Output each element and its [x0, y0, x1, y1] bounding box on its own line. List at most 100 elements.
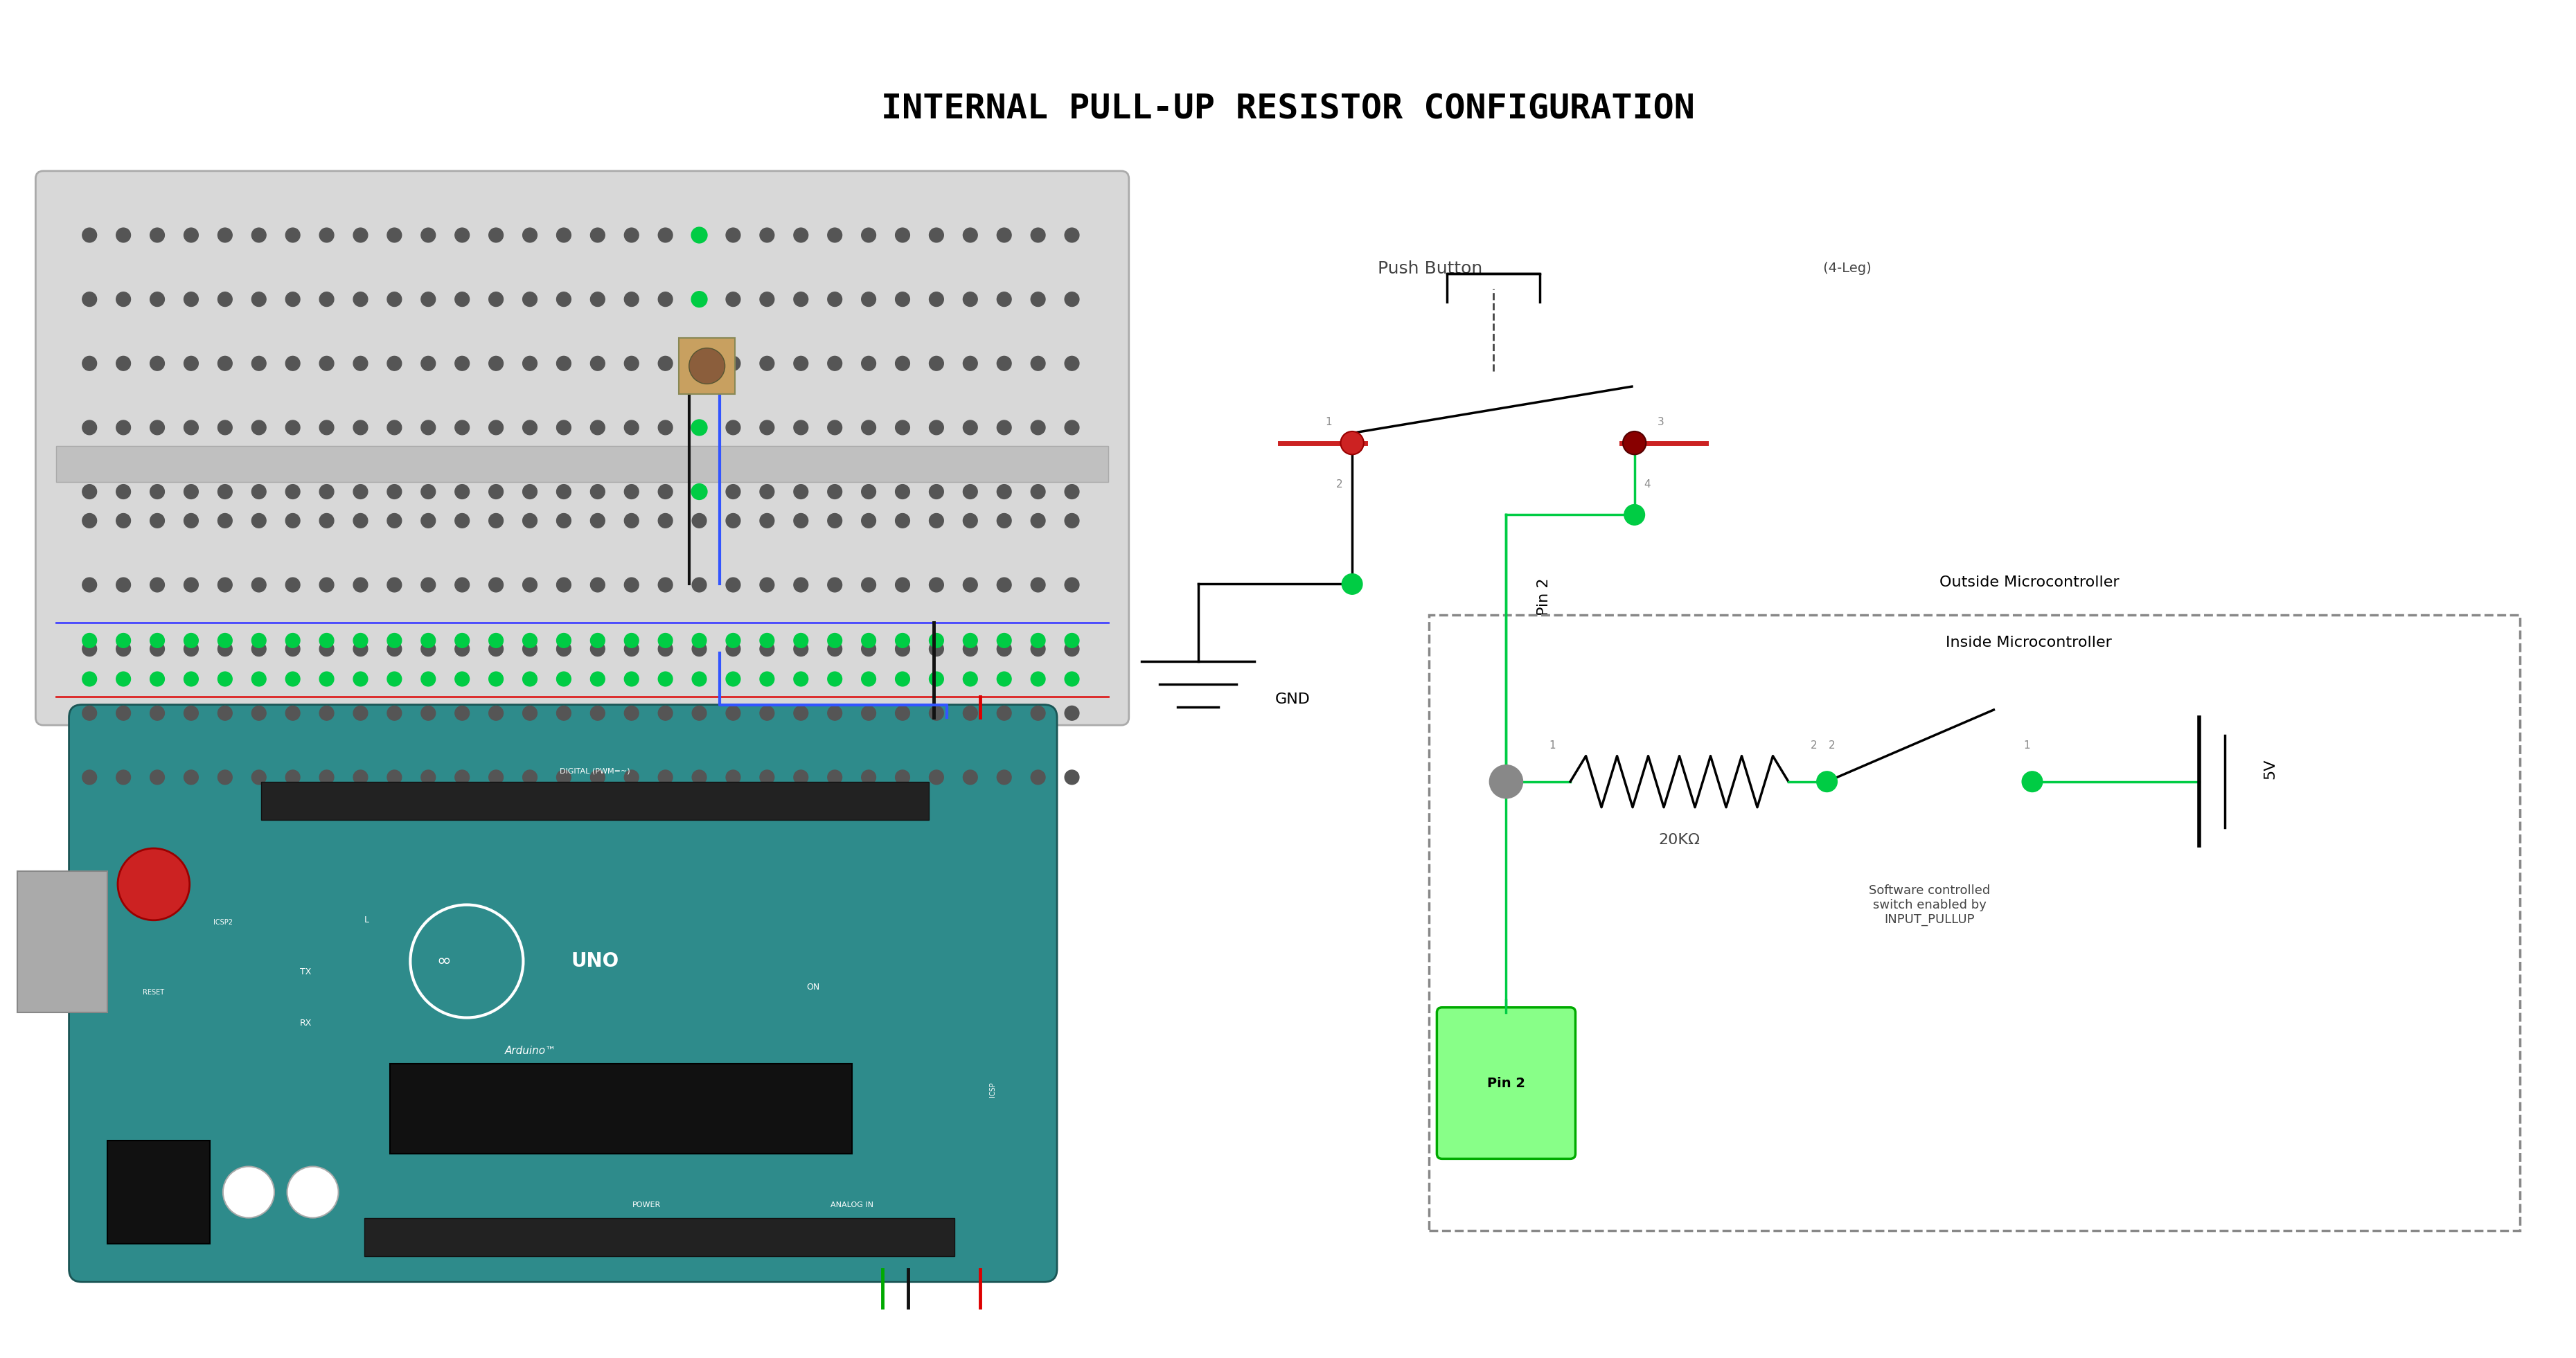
Circle shape [827, 672, 842, 686]
Circle shape [997, 228, 1012, 242]
Circle shape [930, 228, 943, 242]
Circle shape [1030, 228, 1046, 242]
Circle shape [963, 633, 976, 648]
Circle shape [319, 421, 335, 435]
Circle shape [726, 356, 739, 371]
Circle shape [556, 770, 572, 785]
Text: 1: 1 [2025, 740, 2030, 751]
Circle shape [456, 421, 469, 435]
Circle shape [760, 421, 775, 435]
Circle shape [386, 770, 402, 785]
Circle shape [116, 633, 131, 648]
Circle shape [252, 706, 265, 720]
Circle shape [219, 672, 232, 686]
Circle shape [286, 485, 299, 498]
Circle shape [386, 706, 402, 720]
Circle shape [420, 633, 435, 648]
Circle shape [149, 485, 165, 498]
Circle shape [556, 485, 572, 498]
Circle shape [659, 513, 672, 528]
Circle shape [219, 421, 232, 435]
Circle shape [860, 513, 876, 528]
Circle shape [726, 706, 739, 720]
Circle shape [623, 421, 639, 435]
Circle shape [353, 672, 368, 686]
Circle shape [252, 356, 265, 371]
Circle shape [456, 770, 469, 785]
Circle shape [489, 642, 502, 656]
Circle shape [116, 292, 131, 307]
Circle shape [690, 292, 708, 307]
Circle shape [963, 292, 976, 307]
Circle shape [523, 770, 536, 785]
Circle shape [590, 672, 605, 686]
Circle shape [623, 672, 639, 686]
Text: 5V: 5V [2264, 759, 2277, 779]
Text: ICSP: ICSP [989, 1082, 997, 1097]
Circle shape [319, 577, 335, 592]
Circle shape [556, 706, 572, 720]
Text: TX: TX [299, 967, 312, 976]
Circle shape [860, 356, 876, 371]
Circle shape [82, 356, 98, 371]
Circle shape [659, 292, 672, 307]
Circle shape [183, 292, 198, 307]
Circle shape [693, 642, 706, 656]
Circle shape [793, 577, 809, 592]
Text: Pin 2: Pin 2 [1486, 1077, 1525, 1089]
Circle shape [827, 642, 842, 656]
Circle shape [353, 292, 368, 307]
Circle shape [286, 642, 299, 656]
Circle shape [149, 642, 165, 656]
Circle shape [523, 292, 536, 307]
Circle shape [1816, 771, 1837, 792]
Circle shape [590, 292, 605, 307]
Circle shape [286, 770, 299, 785]
Circle shape [386, 485, 402, 498]
Circle shape [896, 292, 909, 307]
Circle shape [489, 513, 502, 528]
Circle shape [793, 513, 809, 528]
Circle shape [386, 292, 402, 307]
Circle shape [793, 672, 809, 686]
Bar [108, 1141, 211, 1244]
Circle shape [827, 770, 842, 785]
Circle shape [693, 421, 706, 435]
Circle shape [827, 633, 842, 648]
Circle shape [116, 421, 131, 435]
Circle shape [623, 513, 639, 528]
Circle shape [82, 672, 98, 686]
Text: UNO: UNO [572, 952, 618, 971]
Circle shape [693, 292, 706, 307]
Circle shape [489, 228, 502, 242]
Text: 4: 4 [1643, 479, 1651, 489]
Circle shape [420, 642, 435, 656]
Circle shape [252, 228, 265, 242]
Circle shape [659, 356, 672, 371]
Circle shape [252, 633, 265, 648]
Circle shape [219, 706, 232, 720]
Circle shape [690, 356, 708, 371]
Text: L: L [363, 915, 368, 925]
Circle shape [353, 421, 368, 435]
Circle shape [82, 770, 98, 785]
Circle shape [760, 672, 775, 686]
Circle shape [353, 228, 368, 242]
Circle shape [1030, 672, 1046, 686]
Circle shape [252, 642, 265, 656]
Circle shape [860, 421, 876, 435]
Circle shape [456, 513, 469, 528]
Circle shape [116, 577, 131, 592]
Text: ON: ON [806, 982, 819, 991]
Circle shape [963, 672, 976, 686]
Circle shape [659, 485, 672, 498]
Circle shape [386, 513, 402, 528]
Circle shape [286, 228, 299, 242]
Circle shape [386, 633, 402, 648]
Circle shape [760, 356, 775, 371]
Circle shape [1030, 642, 1046, 656]
Circle shape [659, 642, 672, 656]
Circle shape [963, 421, 976, 435]
Circle shape [997, 577, 1012, 592]
Circle shape [1030, 513, 1046, 528]
